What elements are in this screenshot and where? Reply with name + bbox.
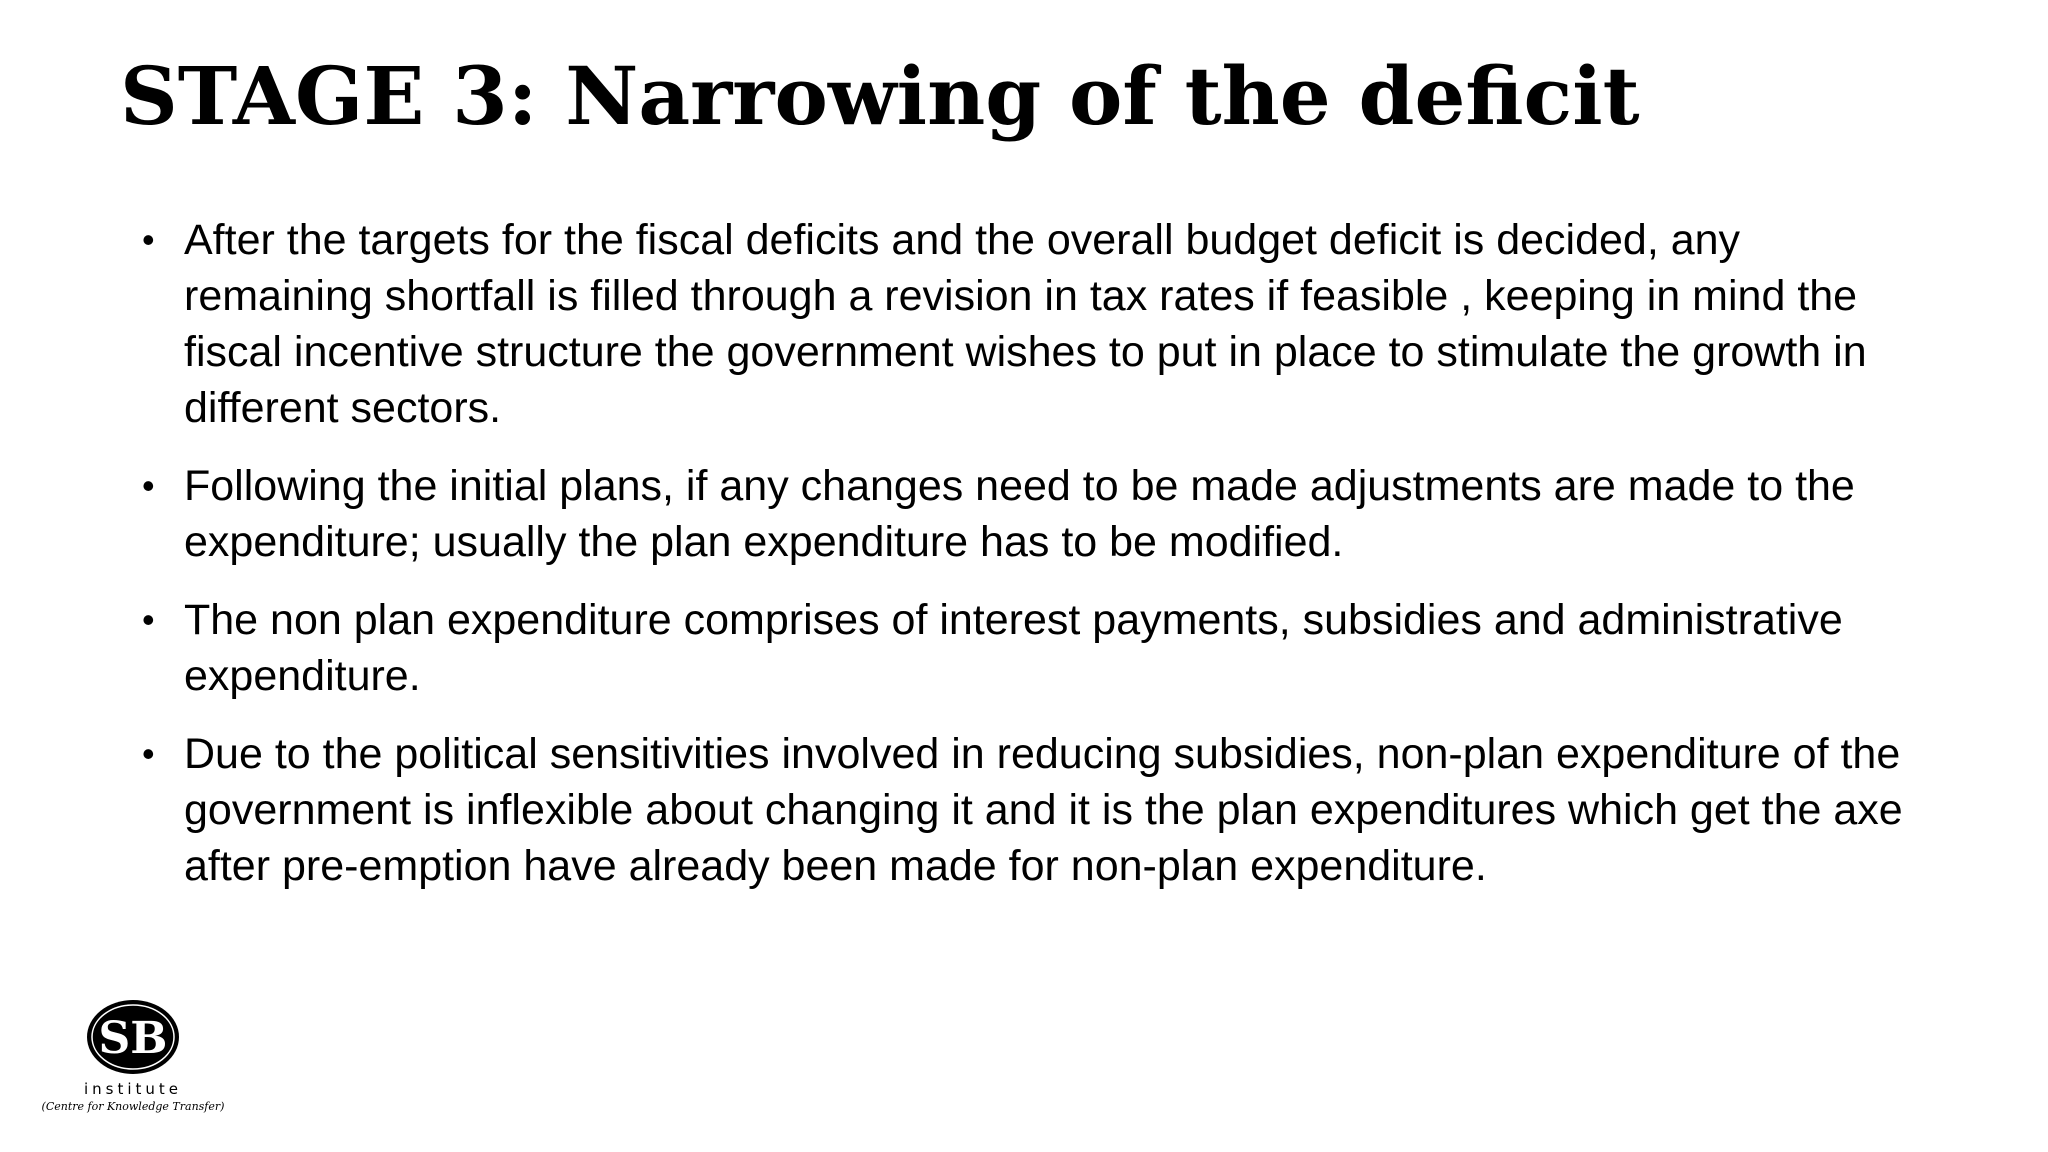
bullet-text: Due to the political sensitivities invol… bbox=[184, 730, 1903, 890]
bullet-item: • Following the initial plans, if any ch… bbox=[140, 458, 1920, 570]
bullet-dot: • bbox=[142, 219, 155, 260]
logo-tagline: (Centre for Knowledge Transfer) bbox=[41, 1100, 225, 1113]
slide-title: STAGE 3: Narrowing of the deficit bbox=[120, 49, 1640, 143]
bullet-text: Following the initial plans, if any chan… bbox=[184, 462, 1855, 566]
bullet-dot: • bbox=[142, 733, 155, 774]
bullet-text: After the targets for the fiscal deficit… bbox=[184, 216, 1867, 432]
logo-word: institute bbox=[83, 1080, 183, 1098]
bullet-dot: • bbox=[142, 599, 155, 640]
bullet-dot: • bbox=[142, 465, 155, 506]
bullet-text: The non plan expenditure comprises of in… bbox=[184, 596, 1843, 700]
logo-mark-text: SB bbox=[99, 1013, 168, 1064]
bullet-list: • After the targets for the fiscal defic… bbox=[140, 212, 1920, 916]
bullet-item: • The non plan expenditure comprises of … bbox=[140, 592, 1920, 704]
sb-logo-mark-icon: SB bbox=[87, 1000, 179, 1074]
institute-logo: SB institute (Centre for Knowledge Trans… bbox=[28, 994, 248, 1124]
bullet-item: • After the targets for the fiscal defic… bbox=[140, 212, 1920, 436]
bullet-item: • Due to the political sensitivities inv… bbox=[140, 726, 1920, 894]
